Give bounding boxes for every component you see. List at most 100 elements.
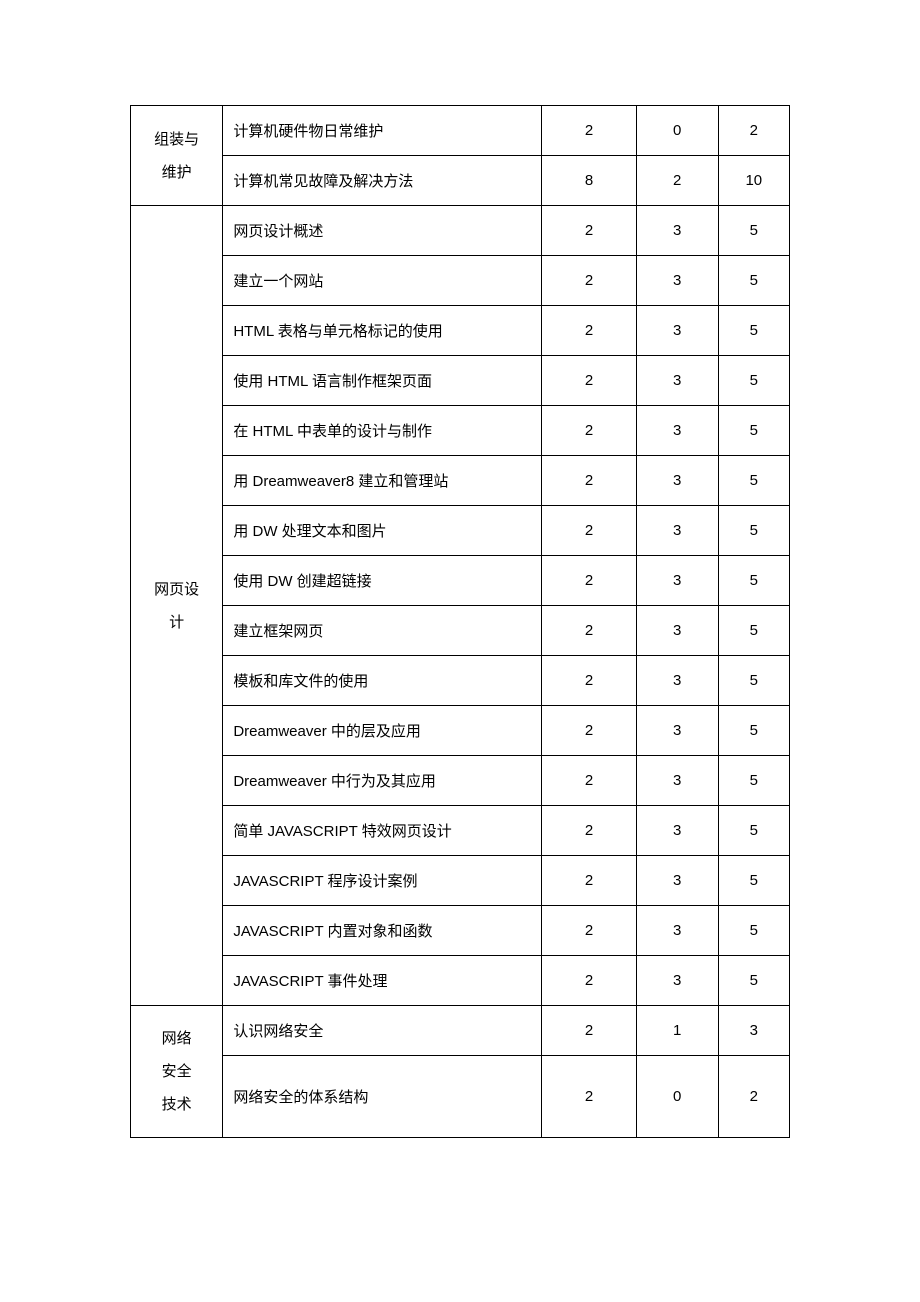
value-cell-2: 3 bbox=[636, 906, 718, 956]
category-label-line: 网页设 bbox=[131, 573, 222, 606]
table-row: 计算机常见故障及解决方法8210 bbox=[131, 156, 790, 206]
category-cell: 组装与维护 bbox=[131, 106, 223, 206]
value-cell-1: 2 bbox=[542, 1056, 636, 1138]
topic-cell: 建立框架网页 bbox=[223, 606, 542, 656]
value-cell-3: 5 bbox=[718, 906, 789, 956]
value-cell-2: 3 bbox=[636, 856, 718, 906]
table-row: 使用 HTML 语言制作框架页面235 bbox=[131, 356, 790, 406]
value-cell-2: 2 bbox=[636, 156, 718, 206]
value-cell-2: 3 bbox=[636, 956, 718, 1006]
topic-cell: JAVASCRIPT 事件处理 bbox=[223, 956, 542, 1006]
table-row: 网络安全技术认识网络安全213 bbox=[131, 1006, 790, 1056]
topic-cell: 网页设计概述 bbox=[223, 206, 542, 256]
topic-cell: JAVASCRIPT 程序设计案例 bbox=[223, 856, 542, 906]
value-cell-2: 3 bbox=[636, 806, 718, 856]
value-cell-2: 3 bbox=[636, 706, 718, 756]
topic-cell: 使用 DW 创建超链接 bbox=[223, 556, 542, 606]
value-cell-1: 2 bbox=[542, 856, 636, 906]
value-cell-2: 3 bbox=[636, 356, 718, 406]
topic-cell: 计算机硬件物日常维护 bbox=[223, 106, 542, 156]
table-row: 建立框架网页235 bbox=[131, 606, 790, 656]
value-cell-1: 2 bbox=[542, 456, 636, 506]
table-row: 简单 JAVASCRIPT 特效网页设计235 bbox=[131, 806, 790, 856]
table-body: 组装与维护计算机硬件物日常维护202计算机常见故障及解决方法8210网页设计网页… bbox=[131, 106, 790, 1138]
table-row: 网页设计网页设计概述235 bbox=[131, 206, 790, 256]
table-row: JAVASCRIPT 内置对象和函数235 bbox=[131, 906, 790, 956]
topic-cell: 简单 JAVASCRIPT 特效网页设计 bbox=[223, 806, 542, 856]
value-cell-3: 5 bbox=[718, 506, 789, 556]
category-label-line: 安全 bbox=[131, 1055, 222, 1088]
category-label-line: 技术 bbox=[131, 1088, 222, 1121]
value-cell-2: 3 bbox=[636, 406, 718, 456]
value-cell-1: 2 bbox=[542, 506, 636, 556]
value-cell-3: 5 bbox=[718, 706, 789, 756]
value-cell-2: 3 bbox=[636, 556, 718, 606]
value-cell-2: 3 bbox=[636, 506, 718, 556]
topic-cell: Dreamweaver 中行为及其应用 bbox=[223, 756, 542, 806]
value-cell-1: 2 bbox=[542, 406, 636, 456]
table-row: 在 HTML 中表单的设计与制作235 bbox=[131, 406, 790, 456]
topic-cell: 使用 HTML 语言制作框架页面 bbox=[223, 356, 542, 406]
category-cell: 网页设计 bbox=[131, 206, 223, 1006]
value-cell-1: 2 bbox=[542, 606, 636, 656]
value-cell-1: 2 bbox=[542, 806, 636, 856]
value-cell-3: 5 bbox=[718, 856, 789, 906]
topic-cell: HTML 表格与单元格标记的使用 bbox=[223, 306, 542, 356]
table-row: 建立一个网站235 bbox=[131, 256, 790, 306]
value-cell-3: 5 bbox=[718, 406, 789, 456]
value-cell-1: 2 bbox=[542, 206, 636, 256]
value-cell-1: 2 bbox=[542, 656, 636, 706]
table-row: 用 Dreamweaver8 建立和管理站235 bbox=[131, 456, 790, 506]
table-row: 模板和库文件的使用235 bbox=[131, 656, 790, 706]
table-row: 组装与维护计算机硬件物日常维护202 bbox=[131, 106, 790, 156]
value-cell-1: 2 bbox=[542, 756, 636, 806]
value-cell-1: 2 bbox=[542, 556, 636, 606]
topic-cell: JAVASCRIPT 内置对象和函数 bbox=[223, 906, 542, 956]
value-cell-3: 5 bbox=[718, 606, 789, 656]
value-cell-2: 1 bbox=[636, 1006, 718, 1056]
value-cell-3: 5 bbox=[718, 656, 789, 706]
value-cell-3: 5 bbox=[718, 806, 789, 856]
category-label-line: 维护 bbox=[131, 156, 222, 189]
value-cell-3: 3 bbox=[718, 1006, 789, 1056]
value-cell-1: 2 bbox=[542, 306, 636, 356]
category-label-line: 计 bbox=[131, 606, 222, 639]
value-cell-3: 5 bbox=[718, 256, 789, 306]
value-cell-2: 3 bbox=[636, 606, 718, 656]
topic-cell: 在 HTML 中表单的设计与制作 bbox=[223, 406, 542, 456]
value-cell-2: 3 bbox=[636, 306, 718, 356]
value-cell-1: 2 bbox=[542, 706, 636, 756]
value-cell-2: 3 bbox=[636, 656, 718, 706]
topic-cell: 计算机常见故障及解决方法 bbox=[223, 156, 542, 206]
topic-cell: 网络安全的体系结构 bbox=[223, 1056, 542, 1138]
table-row: Dreamweaver 中行为及其应用235 bbox=[131, 756, 790, 806]
table-row: 用 DW 处理文本和图片235 bbox=[131, 506, 790, 556]
table-row: 使用 DW 创建超链接235 bbox=[131, 556, 790, 606]
value-cell-1: 8 bbox=[542, 156, 636, 206]
table-row: JAVASCRIPT 程序设计案例235 bbox=[131, 856, 790, 906]
table-row: JAVASCRIPT 事件处理235 bbox=[131, 956, 790, 1006]
topic-cell: 建立一个网站 bbox=[223, 256, 542, 306]
category-cell: 网络安全技术 bbox=[131, 1006, 223, 1138]
value-cell-1: 2 bbox=[542, 356, 636, 406]
value-cell-3: 5 bbox=[718, 356, 789, 406]
value-cell-3: 5 bbox=[718, 456, 789, 506]
category-label-line: 网络 bbox=[131, 1022, 222, 1055]
value-cell-3: 5 bbox=[718, 306, 789, 356]
topic-cell: 用 Dreamweaver8 建立和管理站 bbox=[223, 456, 542, 506]
table-row: Dreamweaver 中的层及应用235 bbox=[131, 706, 790, 756]
value-cell-3: 5 bbox=[718, 556, 789, 606]
topic-cell: 认识网络安全 bbox=[223, 1006, 542, 1056]
value-cell-3: 10 bbox=[718, 156, 789, 206]
value-cell-3: 5 bbox=[718, 756, 789, 806]
table-row: HTML 表格与单元格标记的使用235 bbox=[131, 306, 790, 356]
table-row: 网络安全的体系结构202 bbox=[131, 1056, 790, 1138]
value-cell-3: 2 bbox=[718, 106, 789, 156]
category-label-line: 组装与 bbox=[131, 123, 222, 156]
value-cell-1: 2 bbox=[542, 906, 636, 956]
value-cell-1: 2 bbox=[542, 1006, 636, 1056]
value-cell-1: 2 bbox=[542, 956, 636, 1006]
value-cell-3: 5 bbox=[718, 206, 789, 256]
value-cell-2: 3 bbox=[636, 756, 718, 806]
course-table: 组装与维护计算机硬件物日常维护202计算机常见故障及解决方法8210网页设计网页… bbox=[130, 105, 790, 1138]
